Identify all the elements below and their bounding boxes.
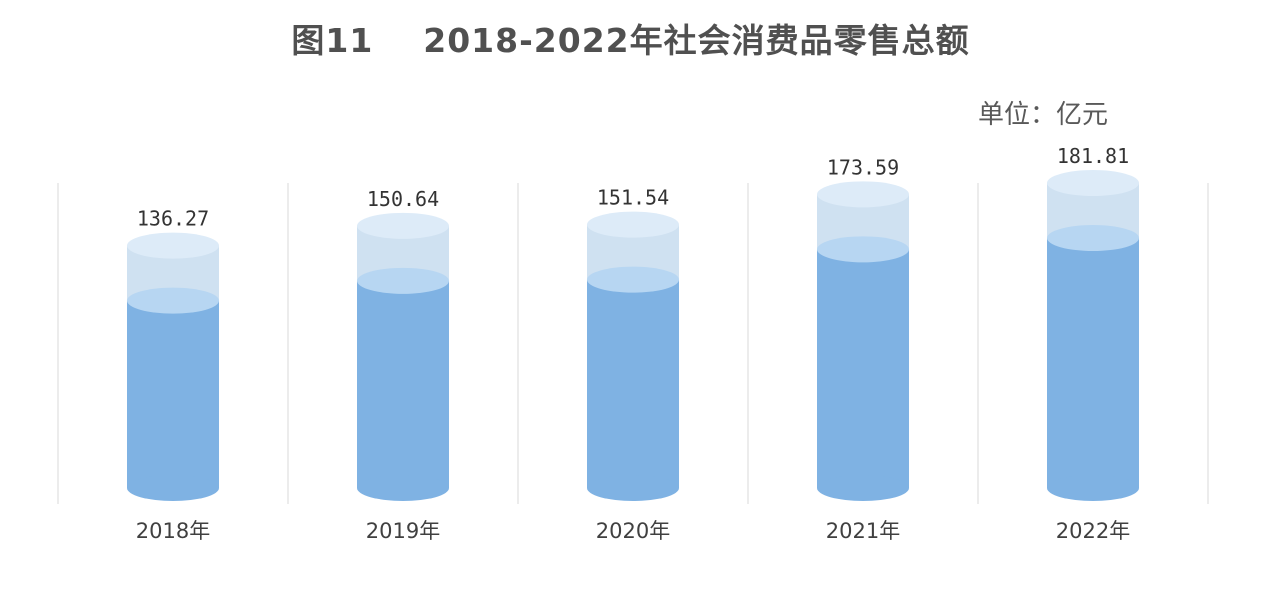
bar-top: [817, 236, 909, 263]
bar-bottom: [817, 475, 909, 501]
x-tick-label: 2019年: [366, 519, 440, 543]
data-label: 151.54: [597, 186, 669, 210]
x-tick-label: 2021年: [826, 519, 900, 543]
chart-title: 图11 2018-2022年社会消费品零售总额: [291, 21, 970, 60]
bar-glass-top: [127, 232, 219, 259]
cylinder-bar: [127, 232, 219, 501]
bar-glass-top: [357, 212, 449, 239]
bar-bottom: [1047, 475, 1139, 501]
bar-top: [587, 266, 679, 293]
bars: [127, 170, 1139, 501]
x-tick-label: 2020年: [596, 519, 670, 543]
bar-top: [357, 267, 449, 294]
gridlines: [57, 183, 1209, 504]
data-label: 136.27: [137, 207, 209, 231]
cylinder-bar: [817, 181, 909, 501]
bar-body: [1047, 238, 1139, 488]
bar-glass-top: [1047, 170, 1139, 197]
bar-bottom: [357, 475, 449, 501]
bar-glass-top: [587, 211, 679, 238]
x-tick-label: 2018年: [136, 519, 210, 543]
data-label: 150.64: [367, 187, 439, 211]
x-tick-label: 2022年: [1056, 519, 1130, 543]
bar-body: [127, 300, 219, 488]
bar-body: [357, 280, 449, 488]
bar-bottom: [127, 475, 219, 501]
cylinder-bar: [357, 212, 449, 501]
data-label: 181.81: [1057, 144, 1129, 168]
cylinder-bar: [1047, 170, 1139, 501]
bar-top: [1047, 225, 1139, 252]
bar-top: [127, 287, 219, 314]
bar-bottom: [587, 475, 679, 501]
labels: 136.27 2018年 150.64 2019年 151.54 2020年 173.59 2…: [136, 144, 1130, 543]
unit-label: 单位：亿元: [978, 100, 1109, 130]
bar-body: [817, 249, 909, 488]
data-label: 173.59: [827, 155, 899, 179]
bar-glass-top: [817, 181, 909, 208]
cylinder-bar: [587, 211, 679, 501]
bar-body: [587, 279, 679, 488]
